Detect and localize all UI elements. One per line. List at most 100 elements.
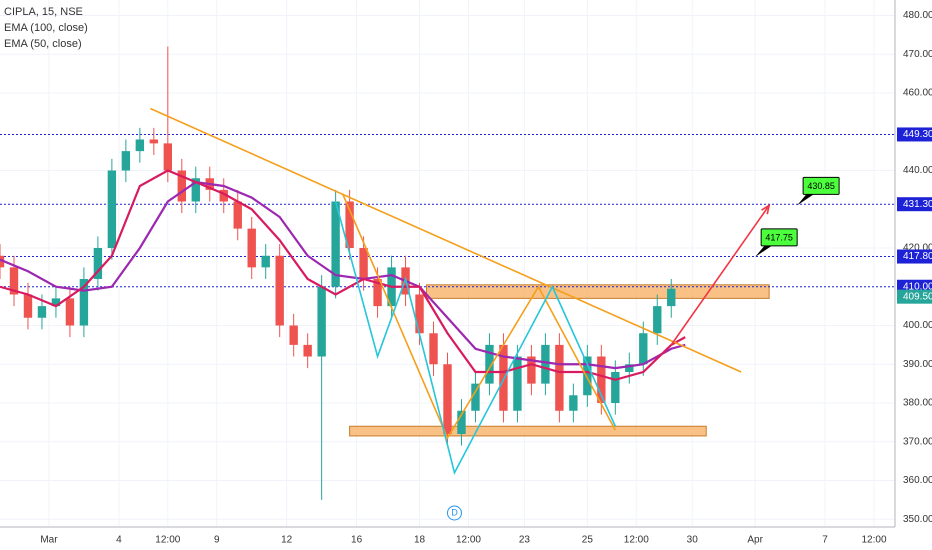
plot: 430.85 417.75 D — [0, 0, 895, 527]
level-price-box — [897, 249, 932, 264]
callout-label: 417.75 — [765, 232, 793, 242]
candle-body — [541, 344, 550, 384]
y-tick-label: 440.00 — [903, 165, 932, 176]
candle-body — [317, 286, 326, 357]
candle-body — [135, 139, 145, 152]
x-tick-label: 12 — [281, 535, 293, 546]
level-price-label: 449.30 — [903, 129, 932, 140]
arrow-head — [761, 203, 771, 215]
candle-body — [37, 306, 47, 318]
y-tick-label: 470.00 — [903, 49, 932, 60]
level-price-label: 417.80 — [903, 251, 932, 262]
zone — [349, 425, 707, 437]
candle-body — [625, 364, 634, 372]
candle-body — [499, 344, 508, 411]
candle-body — [429, 333, 438, 365]
candle-body — [93, 248, 103, 279]
y-tick-label: 480.00 — [903, 10, 932, 21]
x-tick-label: 16 — [351, 535, 363, 546]
y-tick-label: 400.00 — [903, 320, 932, 331]
candle-body — [345, 201, 354, 248]
candle-body — [527, 356, 536, 384]
candle-body — [303, 344, 312, 357]
candle-body — [443, 364, 452, 434]
x-tick-label: 4 — [116, 535, 122, 546]
candle-body — [415, 294, 424, 334]
x-tick-label: 18 — [414, 535, 426, 546]
zone — [426, 284, 770, 299]
drawing-line — [334, 201, 617, 475]
event-marker-label: D — [451, 507, 458, 517]
y-tick-label: 460.00 — [903, 88, 932, 99]
x-tick-label: 30 — [687, 535, 699, 546]
x-tick-label: Apr — [747, 535, 763, 546]
callout-box — [802, 176, 840, 195]
indicator-label: EMA (50, close) — [4, 38, 82, 50]
x-tick-label: 12:00 — [624, 535, 649, 546]
candle-body — [485, 344, 494, 384]
candle-body — [23, 294, 33, 318]
candle-body — [373, 279, 382, 307]
candle-body — [247, 228, 256, 268]
candle-body — [569, 395, 578, 411]
callout-pointer — [797, 193, 816, 206]
candle-body — [233, 201, 242, 229]
candle-body — [471, 383, 480, 411]
level-price-box — [897, 127, 932, 142]
last-price-box — [897, 289, 932, 304]
candle-body — [219, 189, 228, 202]
event-marker — [446, 505, 462, 521]
x-tick-label: 7 — [822, 535, 828, 546]
candle-body — [667, 288, 676, 307]
x-tick-label: 23 — [519, 535, 531, 546]
candle-body — [261, 255, 270, 268]
candle-body — [289, 325, 298, 345]
y-tick-label: 360.00 — [903, 475, 932, 486]
candle-body — [121, 151, 131, 171]
x-tick-label: 12:00 — [862, 535, 887, 546]
x-tick-label: 12:00 — [456, 535, 481, 546]
candle-body — [275, 255, 284, 326]
candle-body — [653, 306, 662, 334]
candle-body — [149, 139, 159, 144]
y-tick-label: 390.00 — [903, 359, 932, 370]
candle-body — [583, 356, 592, 396]
candle-body — [513, 356, 522, 411]
x-tick-label: 12:00 — [155, 535, 180, 546]
level-price-box — [897, 197, 932, 212]
level-price-label: 410.00 — [903, 281, 932, 292]
candle-body — [79, 279, 89, 326]
x-tick-label: 25 — [582, 535, 594, 546]
candle-body — [163, 143, 173, 171]
candle-body — [191, 178, 200, 202]
x-tick-label: Mar — [40, 535, 58, 546]
drawing-line — [341, 193, 617, 440]
candle-body — [555, 344, 564, 411]
candle-body — [639, 333, 648, 365]
y-tick-label: 380.00 — [903, 398, 932, 409]
level-price-label: 431.30 — [903, 199, 932, 210]
candle-body — [177, 170, 186, 202]
candle-body — [611, 372, 620, 403]
candle-body — [65, 298, 75, 326]
drawing-line — [150, 107, 742, 373]
ema-line — [0, 180, 686, 370]
callout-pointer — [755, 244, 774, 257]
candle-body — [107, 170, 117, 248]
y-tick-label: 370.00 — [903, 436, 932, 447]
candle-body — [331, 201, 340, 287]
ema-line — [0, 169, 686, 381]
x-tick-label: 9 — [214, 535, 220, 546]
y-tick-label: 420.00 — [903, 243, 932, 254]
candle-body — [359, 248, 368, 279]
indicator-label: EMA (100, close) — [4, 22, 88, 34]
candle-body — [597, 356, 606, 403]
callout-box — [760, 228, 798, 247]
candle-body — [51, 298, 61, 307]
candle-body — [9, 267, 19, 295]
callout-label: 430.85 — [807, 181, 835, 191]
y-tick-label: 350.00 — [903, 514, 932, 525]
chart-title: CIPLA, 15, NSE — [4, 6, 83, 18]
